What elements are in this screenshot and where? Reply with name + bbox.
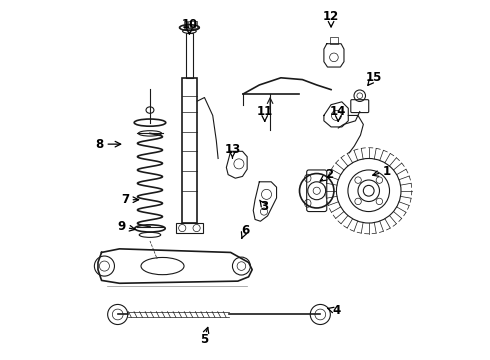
Text: 8: 8 (96, 138, 104, 150)
Text: 11: 11 (257, 105, 273, 118)
Bar (186, 33, 193, 78)
Text: 14: 14 (330, 105, 346, 118)
Bar (184, 21, 187, 28)
Bar (195, 21, 197, 28)
Bar (176, 223, 203, 233)
Bar (191, 21, 194, 28)
Text: 7: 7 (121, 193, 129, 206)
Text: 1: 1 (383, 165, 391, 177)
Text: 2: 2 (325, 168, 333, 181)
Text: 3: 3 (261, 201, 269, 213)
Bar (188, 21, 190, 28)
Text: 10: 10 (181, 18, 197, 31)
Text: 13: 13 (224, 143, 241, 156)
Text: 15: 15 (366, 71, 382, 84)
Bar (330, 37, 338, 44)
Text: 6: 6 (241, 224, 249, 237)
Text: 5: 5 (199, 333, 208, 346)
Text: 9: 9 (117, 220, 125, 233)
Text: 12: 12 (323, 10, 339, 23)
Text: 4: 4 (332, 305, 341, 318)
Bar (181, 78, 197, 223)
